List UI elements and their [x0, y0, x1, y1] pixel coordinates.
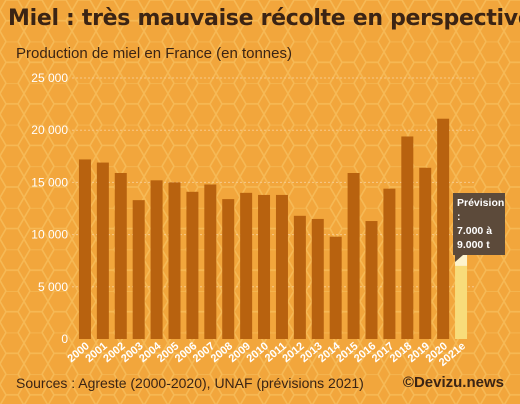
bar-2011: [275, 194, 288, 339]
bar-2006: [186, 191, 199, 339]
y-tick-label: 10 000: [31, 228, 68, 242]
gridlines: [72, 77, 474, 288]
bar-2014: [329, 236, 342, 339]
bar-2005: [168, 182, 181, 339]
y-axis-ticks: 0 5 000 10 000 15 000 20 000 25 000: [31, 71, 68, 346]
bar-2003: [132, 200, 145, 339]
bar-2017: [383, 188, 396, 339]
forecast-callout: Prévision : 7.000 à 9.000 t: [453, 193, 505, 262]
bar-2008: [222, 199, 235, 339]
source-note: Sources : Agreste (2000-2020), UNAF (pré…: [16, 375, 364, 391]
bar-2018: [401, 136, 414, 339]
bars: [78, 118, 468, 339]
chart-subtitle: Production de miel en France (en tonnes): [16, 45, 292, 62]
y-tick-label: 20 000: [31, 123, 68, 137]
bar-2000: [78, 159, 91, 339]
forecast-bar-low: [455, 265, 468, 339]
callout-line-1: Prévision :: [457, 197, 505, 223]
y-tick-label: 5 000: [38, 280, 68, 294]
bar-2015: [347, 173, 360, 339]
y-tick-label: 25 000: [31, 71, 68, 85]
chart-title: Miel : très mauvaise récolte en perspect…: [8, 6, 520, 31]
y-tick-label: 0: [61, 332, 68, 346]
callout-line-2: 7.000 à: [457, 225, 493, 237]
bar-2012: [293, 215, 306, 339]
bar-2002: [114, 173, 127, 339]
brand-credit: ©Devizu.news: [402, 374, 504, 391]
bar-2013: [311, 218, 324, 339]
bar-2016: [365, 221, 378, 339]
bar-2020: [437, 118, 450, 339]
callout-line-3: 9.000 t: [457, 239, 490, 251]
bar-2001: [96, 162, 109, 339]
bar-2019: [419, 167, 432, 339]
bar-2004: [150, 180, 163, 339]
bar-2009: [240, 192, 253, 339]
y-tick-label: 15 000: [31, 175, 68, 189]
bar-2010: [258, 194, 271, 339]
bar-2007: [204, 184, 217, 339]
